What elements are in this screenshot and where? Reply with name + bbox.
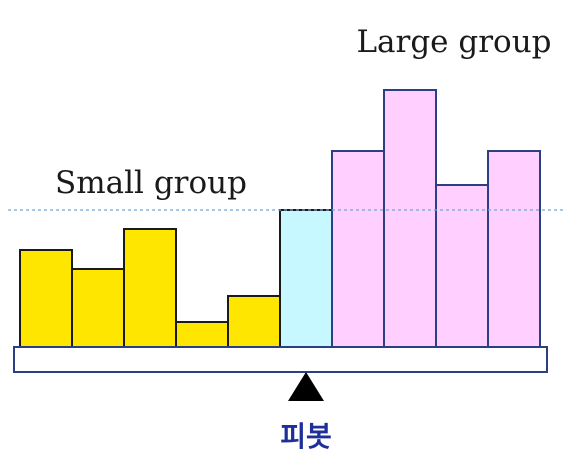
small-bar — [71, 268, 125, 348]
pivot-bar — [279, 209, 333, 348]
pivot-label: 피봇 — [280, 420, 332, 453]
small-bar — [175, 321, 229, 348]
bars-group — [19, 89, 541, 348]
large-bar — [435, 184, 489, 348]
small-bar — [227, 295, 281, 348]
large-bar — [383, 89, 437, 348]
large-group-label: Large group — [356, 24, 551, 60]
small-group-label: Small group — [55, 165, 247, 201]
fulcrum-triangle-icon — [288, 372, 324, 401]
large-bar — [331, 150, 385, 348]
small-bar — [123, 228, 177, 348]
balance-beam — [13, 346, 548, 373]
small-bar — [19, 249, 73, 348]
large-bar — [487, 150, 541, 348]
